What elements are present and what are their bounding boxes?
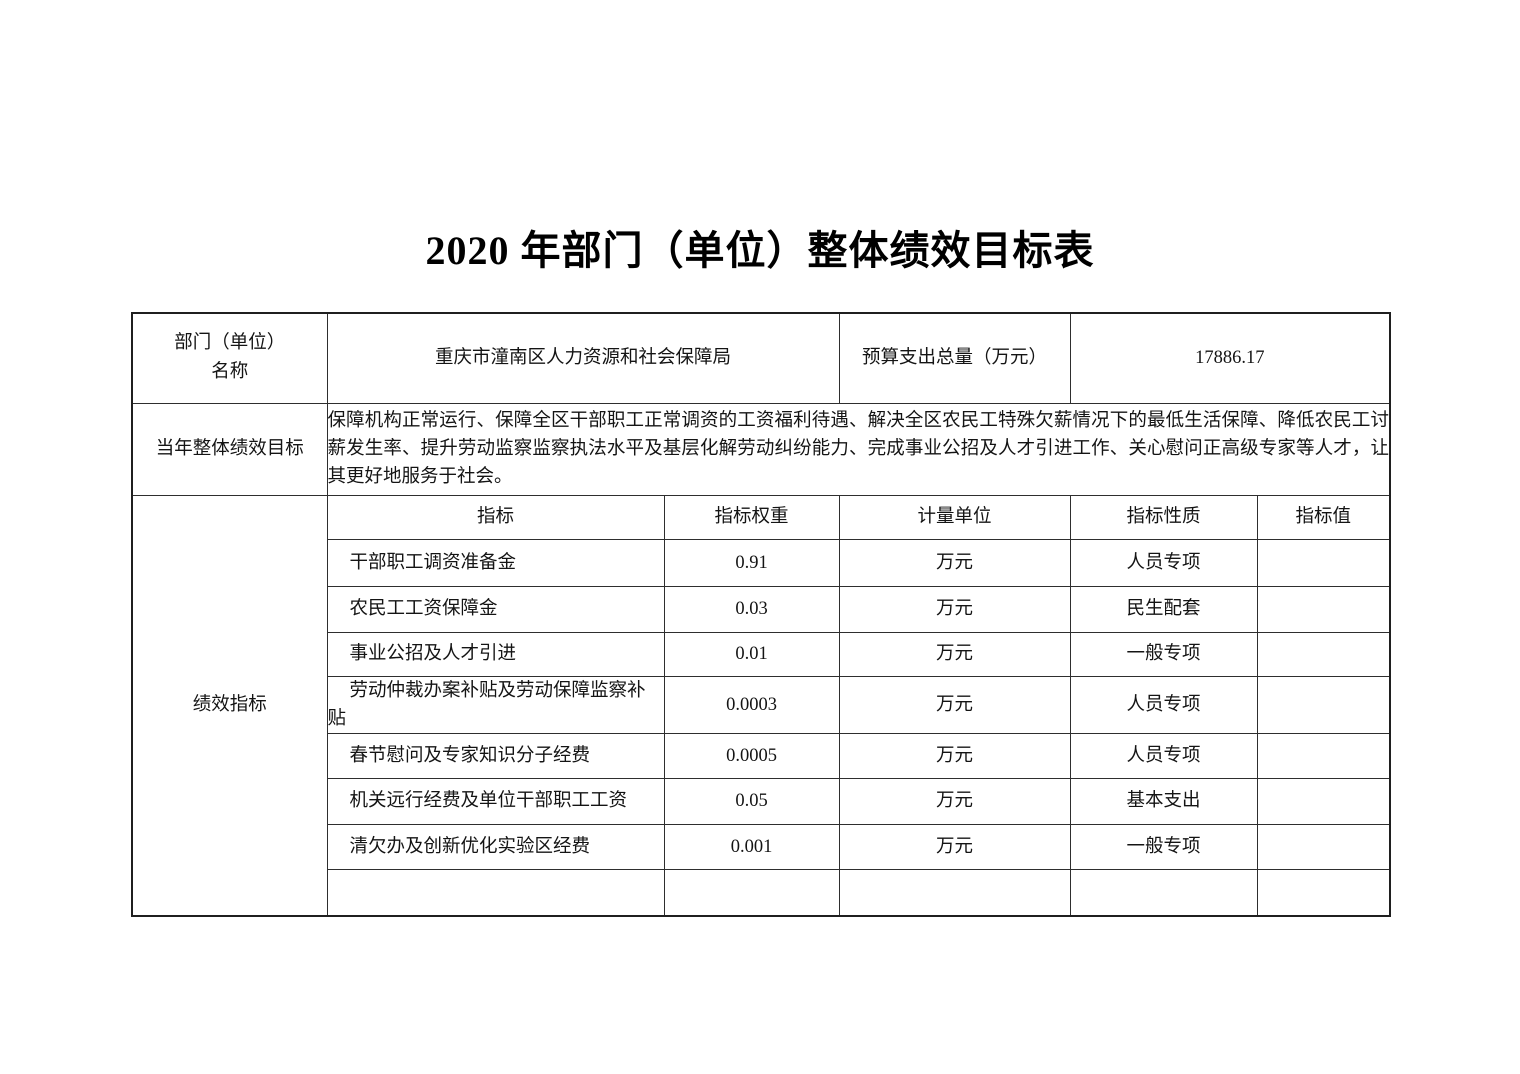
cell-indicator-name: 农民工工资保障金 xyxy=(326,585,665,633)
indicator-row: 机关远行经费及单位干部职工工资 0.05 万元 基本支出 xyxy=(132,777,1391,825)
annual-goal-label-cell: 当年整体绩效目标 xyxy=(131,402,328,496)
indicator-row: 劳动仲裁办案补贴及劳动保障监察补贴 0.0003 万元 人员专项 xyxy=(132,675,1391,734)
indicator-row: 事业公招及人才引进 0.01 万元 一般专项 xyxy=(132,631,1391,677)
empty-indicator-row xyxy=(132,868,1391,917)
cell-value xyxy=(1256,538,1391,587)
perf-indicator-label-cell: 绩效指标 xyxy=(131,494,328,917)
annual-goal-text-cell: 保障机构正常运行、保障全区干部职工正常调资的工资福利待遇、解决全区农民工特殊欠薪… xyxy=(326,402,1391,496)
cell-indicator-name: 干部职工调资准备金 xyxy=(326,538,665,587)
dept-name-label-cell: 部门（单位） 名称 xyxy=(131,312,328,404)
header-nature: 指标性质 xyxy=(1069,494,1258,540)
cell-weight: 0.91 xyxy=(663,538,840,587)
dept-info-row: 部门（单位） 名称 重庆市潼南区人力资源和社会保障局 预算支出总量（万元） 17… xyxy=(131,312,1391,404)
cell-nature: 一般专项 xyxy=(1069,631,1258,677)
cell-nature: 民生配套 xyxy=(1069,585,1258,633)
cell-unit: 万元 xyxy=(838,538,1071,587)
annual-goal-row: 当年整体绩效目标 保障机构正常运行、保障全区干部职工正常调资的工资福利待遇、解决… xyxy=(131,402,1391,496)
cell-value xyxy=(1256,732,1391,779)
cell-weight: 0.0005 xyxy=(663,732,840,779)
budget-label-cell: 预算支出总量（万元） xyxy=(838,312,1071,404)
cell-weight: 0.0003 xyxy=(663,675,840,734)
cell-unit: 万元 xyxy=(838,732,1071,779)
cell-weight: 0.03 xyxy=(663,585,840,633)
performance-target-table: 部门（单位） 名称 重庆市潼南区人力资源和社会保障局 预算支出总量（万元） 17… xyxy=(131,312,1392,917)
cell-unit: 万元 xyxy=(838,631,1071,677)
cell-unit: 万元 xyxy=(838,675,1071,734)
indicator-row: 春节慰问及专家知识分子经费 0.0005 万元 人员专项 xyxy=(132,732,1391,779)
cell-nature: 人员专项 xyxy=(1069,538,1258,587)
header-weight: 指标权重 xyxy=(663,494,840,540)
cell-value-empty xyxy=(1256,868,1391,917)
cell-value xyxy=(1256,675,1391,734)
cell-nature: 一般专项 xyxy=(1069,823,1258,870)
cell-value xyxy=(1256,585,1391,633)
header-value: 指标值 xyxy=(1256,494,1391,540)
cell-indicator-name: 事业公招及人才引进 xyxy=(326,631,665,677)
indicator-row: 干部职工调资准备金 0.91 万元 人员专项 xyxy=(132,538,1391,587)
cell-indicator-name: 春节慰问及专家知识分子经费 xyxy=(326,732,665,779)
header-indicator: 指标 xyxy=(326,494,665,540)
cell-weight: 0.05 xyxy=(663,777,840,825)
cell-nature: 人员专项 xyxy=(1069,732,1258,779)
cell-unit: 万元 xyxy=(838,823,1071,870)
cell-indicator-name-empty xyxy=(326,868,665,917)
cell-unit-empty xyxy=(838,868,1071,917)
budget-value-cell: 17886.17 xyxy=(1069,312,1391,404)
dept-label-line1: 部门（单位） xyxy=(174,333,286,354)
dept-name-value-cell: 重庆市潼南区人力资源和社会保障局 xyxy=(326,312,840,404)
cell-nature-empty xyxy=(1069,868,1258,917)
cell-indicator-name: 劳动仲裁办案补贴及劳动保障监察补贴 xyxy=(326,675,665,734)
page-title: 2020 年部门（单位）整体绩效目标表 xyxy=(425,228,1095,273)
dept-label-line2: 名称 xyxy=(211,362,249,383)
cell-value xyxy=(1256,777,1391,825)
cell-indicator-name: 清欠办及创新优化实验区经费 xyxy=(326,823,665,870)
cell-nature: 人员专项 xyxy=(1069,675,1258,734)
cell-value xyxy=(1256,823,1391,870)
cell-weight: 0.01 xyxy=(663,631,840,677)
cell-weight-empty xyxy=(663,868,840,917)
cell-nature: 基本支出 xyxy=(1069,777,1258,825)
cell-indicator-name: 机关远行经费及单位干部职工工资 xyxy=(326,777,665,825)
indicator-row: 农民工工资保障金 0.03 万元 民生配套 xyxy=(132,585,1391,633)
indicator-row: 清欠办及创新优化实验区经费 0.001 万元 一般专项 xyxy=(132,823,1391,870)
cell-value xyxy=(1256,631,1391,677)
cell-unit: 万元 xyxy=(838,777,1071,825)
header-unit: 计量单位 xyxy=(838,494,1071,540)
cell-unit: 万元 xyxy=(838,585,1071,633)
cell-weight: 0.001 xyxy=(663,823,840,870)
indicators-header-row: 绩效指标 指标 指标权重 计量单位 指标性质 指标值 xyxy=(131,494,1391,917)
